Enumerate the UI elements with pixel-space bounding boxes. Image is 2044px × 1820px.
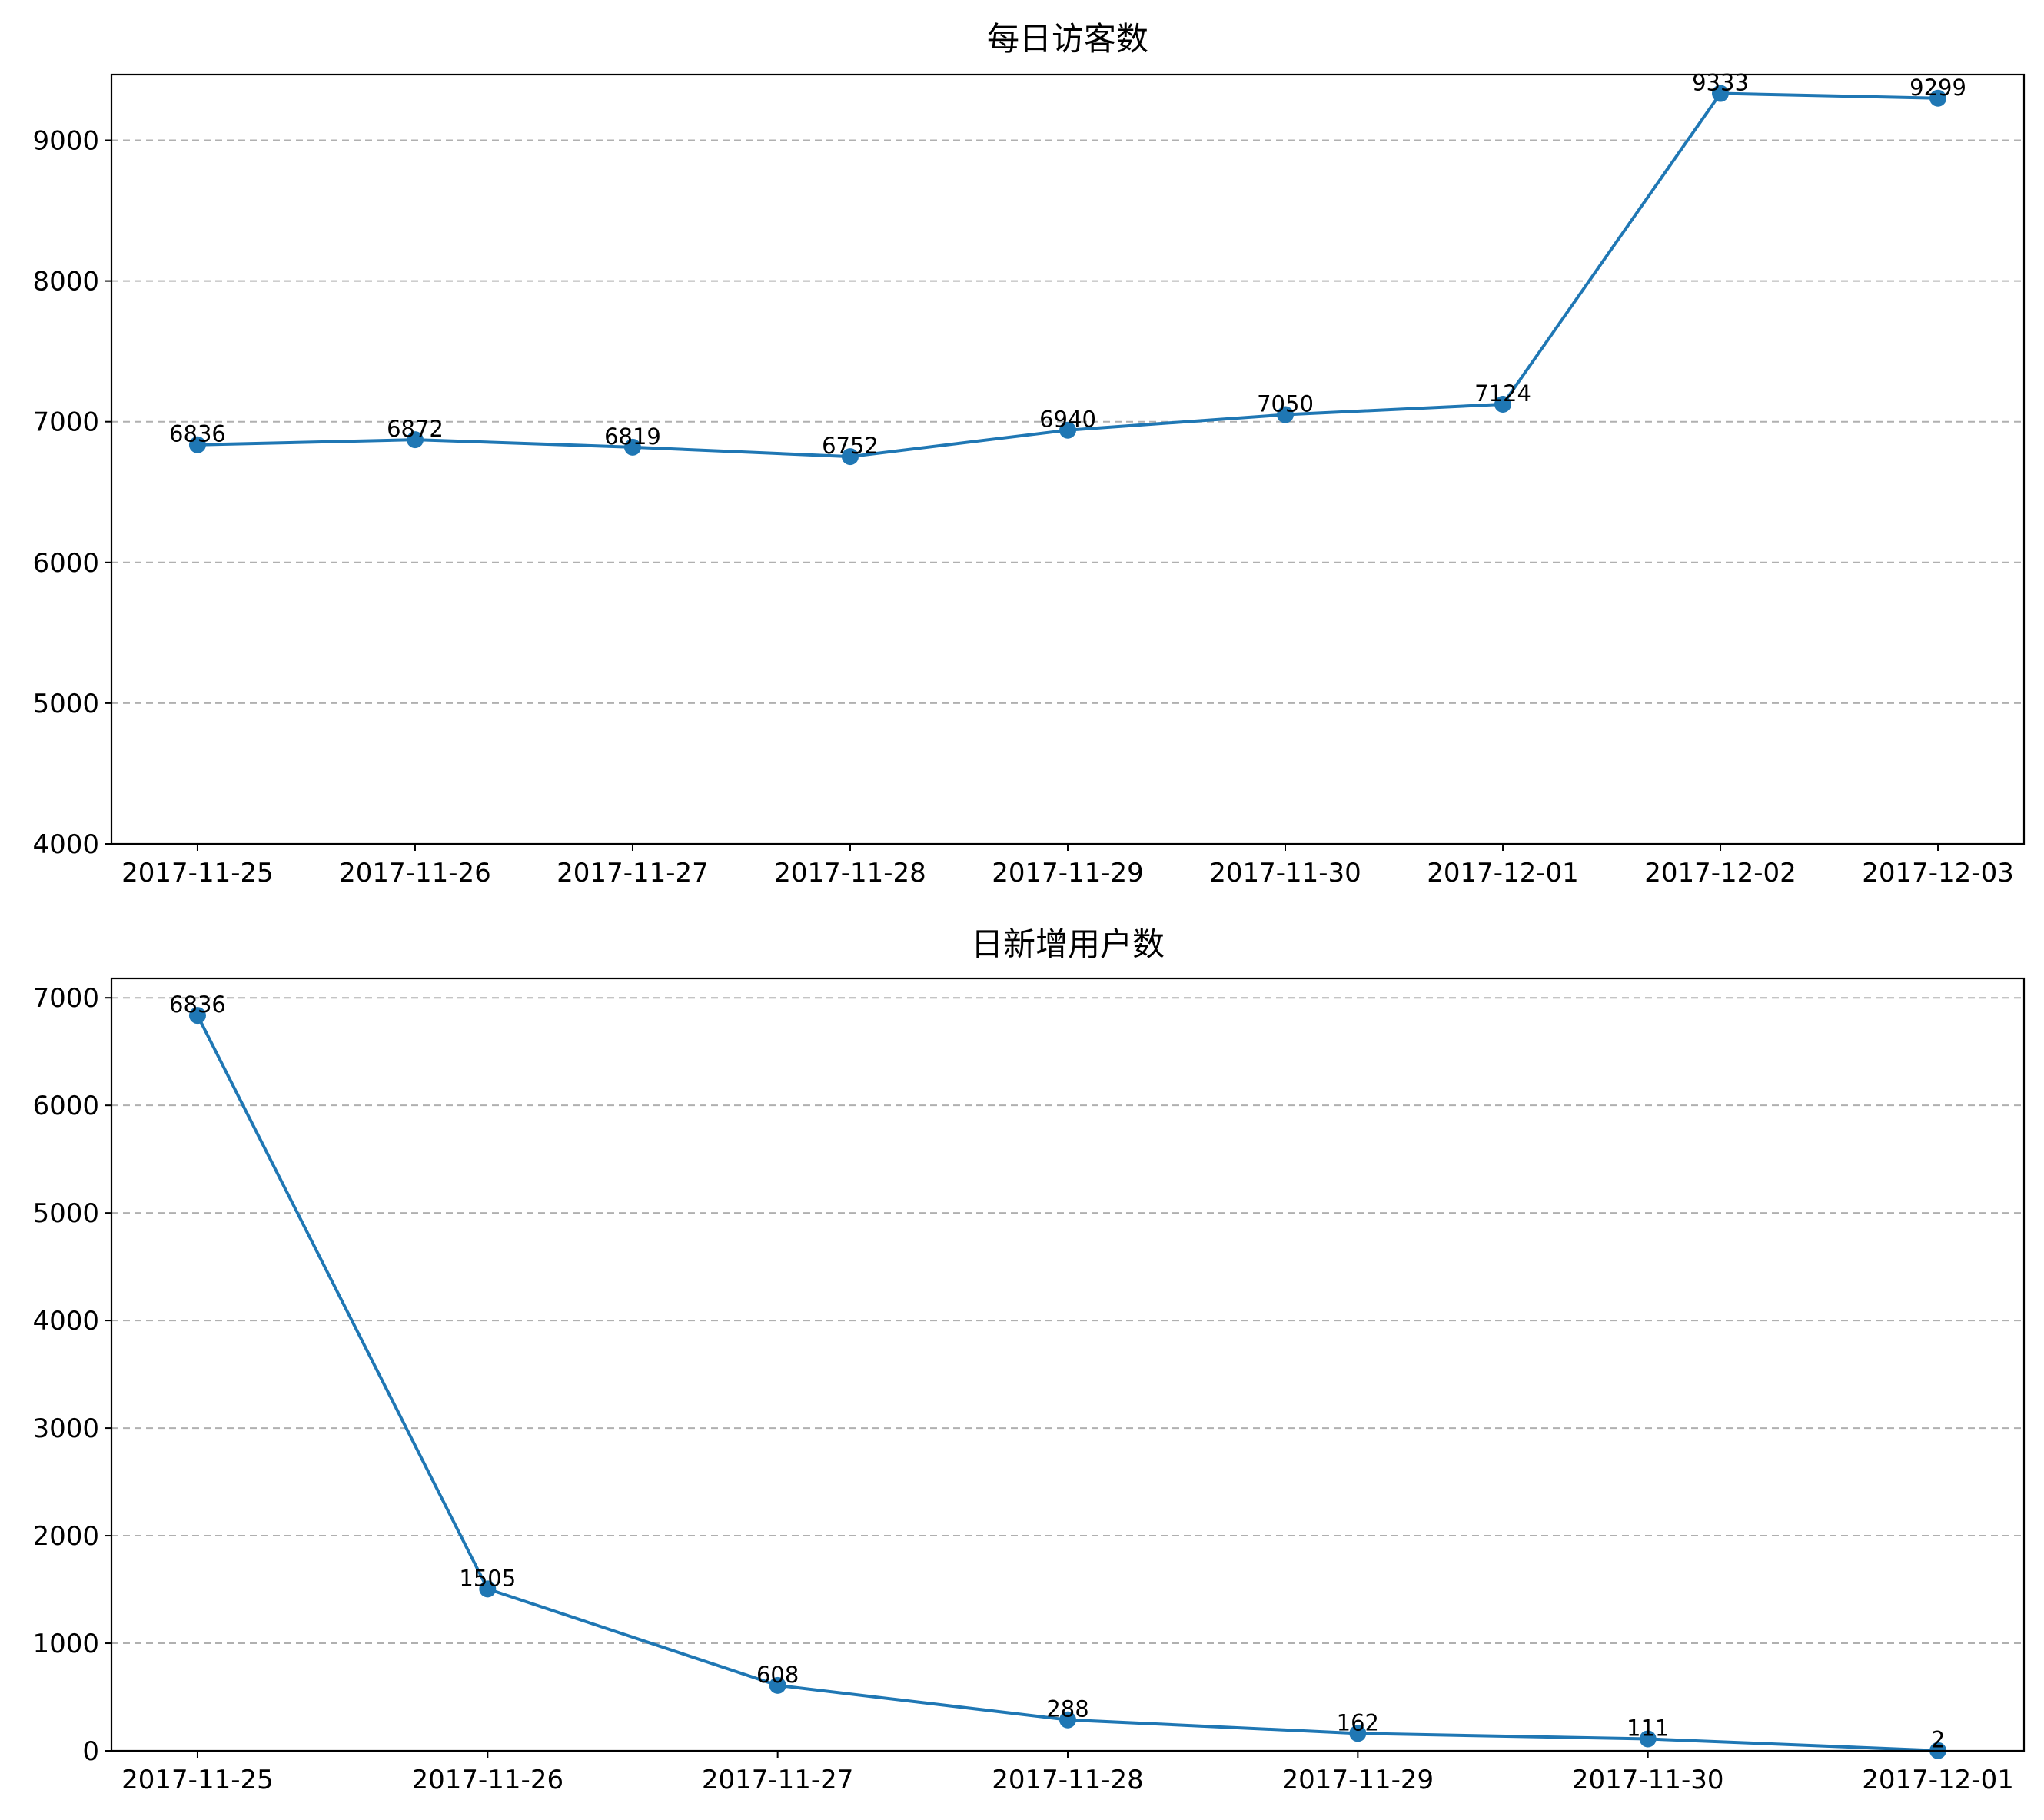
- chart-title: 日新增用户数: [971, 925, 1165, 963]
- data-point: [1494, 396, 1512, 413]
- data-label: 7124: [1474, 380, 1531, 407]
- data-label: 6940: [1039, 407, 1096, 433]
- chart-title: 每日访客数: [987, 20, 1148, 58]
- x-tick-label: 2017-11-29: [992, 858, 1144, 888]
- y-tick-label: 5000: [32, 689, 99, 719]
- data-point: [1059, 421, 1076, 439]
- data-label: 6752: [822, 433, 879, 459]
- data-label: 9299: [1909, 75, 1966, 101]
- x-tick-label: 2017-12-03: [1862, 858, 2014, 888]
- x-tick-label: 2017-11-27: [702, 1765, 854, 1795]
- series-line: [197, 91, 1939, 459]
- data-label: 2: [1931, 1727, 1945, 1753]
- data-point: [1277, 406, 1295, 423]
- series-line: [196, 1015, 1939, 1752]
- x-tick-label: 2017-11-28: [774, 858, 926, 888]
- data-label: 111: [1627, 1715, 1669, 1741]
- data-label: 6836: [169, 991, 226, 1018]
- y-tick-label: 3000: [32, 1413, 99, 1444]
- data-label: 162: [1337, 1709, 1379, 1735]
- y-tick-label: 5000: [32, 1198, 99, 1229]
- data-label: 608: [756, 1662, 799, 1688]
- y-tick-label: 1000: [32, 1629, 99, 1659]
- y-axis-ticks: 0 1000 2000 3000 4000 5000 6000 7000: [32, 983, 111, 1767]
- data-label: 9333: [1692, 70, 1749, 96]
- x-tick-label: 2017-11-29: [1282, 1765, 1434, 1795]
- y-tick-label: 7000: [32, 983, 99, 1014]
- data-label: 7050: [1257, 391, 1314, 417]
- y-tick-label: 6000: [32, 548, 99, 579]
- y-tick-label: 9000: [32, 126, 99, 157]
- data-label: 6872: [387, 416, 444, 442]
- x-tick-label: 2017-12-02: [1644, 858, 1796, 888]
- x-axis-ticks: 2017-11-25 2017-11-26 2017-11-27 2017-11-28…: [121, 1751, 2014, 1795]
- x-tick-label: 2017-11-27: [557, 858, 709, 888]
- data-point: [1059, 1711, 1076, 1729]
- series-1: 6836 6872 6819 6752 6940 7050 7124 9333 9299: [169, 70, 1966, 466]
- y-gridlines: [111, 997, 2024, 1645]
- data-point: [479, 1580, 497, 1598]
- data-point: [406, 431, 424, 449]
- data-point: [188, 1007, 206, 1025]
- data-point: [1929, 89, 1947, 107]
- data-label: 6836: [169, 421, 226, 447]
- plot-frame: [110, 73, 2026, 845]
- data-point: [841, 448, 859, 466]
- x-tick-label: 2017-11-28: [992, 1765, 1144, 1795]
- y-tick-label: 4000: [32, 1306, 99, 1337]
- data-point: [1712, 85, 1730, 102]
- data-label: 1505: [459, 1565, 516, 1591]
- data-label: 288: [1046, 1696, 1088, 1722]
- x-tick-label: 2017-12-01: [1427, 858, 1579, 888]
- y-tick-label: 0: [82, 1736, 99, 1767]
- data-point: [623, 438, 641, 456]
- data-point: [188, 436, 206, 453]
- data-point: [769, 1676, 786, 1694]
- x-tick-label: 2017-11-26: [339, 858, 491, 888]
- x-tick-label: 2017-11-30: [1572, 1765, 1724, 1795]
- y-tick-label: 6000: [32, 1091, 99, 1121]
- series-1: 6836 1505 608 288 162 111 2: [169, 991, 1947, 1759]
- data-point: [1349, 1725, 1367, 1742]
- x-axis-ticks: 2017-11-25 2017-11-26 2017-11-27 2017-11-28…: [121, 844, 2014, 888]
- data-point: [1639, 1730, 1657, 1748]
- x-tick-label: 2017-12-01: [1862, 1765, 2014, 1795]
- y-tick-label: 2000: [32, 1521, 99, 1552]
- x-tick-label: 2017-11-25: [121, 858, 274, 888]
- y-tick-label: 4000: [32, 829, 99, 860]
- x-tick-label: 2017-11-25: [121, 1765, 274, 1795]
- x-tick-label: 2017-11-26: [412, 1765, 564, 1795]
- y-axis-ticks: 4000 5000 6000 7000 8000 9000: [32, 126, 111, 860]
- y-tick-label: 8000: [32, 267, 99, 297]
- plot-frame: [110, 977, 2026, 1752]
- y-tick-label: 7000: [32, 407, 99, 438]
- data-label: 6819: [604, 423, 661, 450]
- x-tick-label: 2017-11-30: [1209, 858, 1361, 888]
- y-gridlines: [111, 139, 2024, 704]
